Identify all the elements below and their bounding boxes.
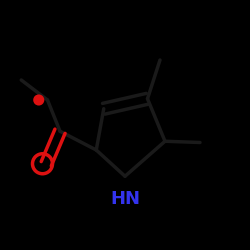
Text: HN: HN [110,190,140,208]
Circle shape [34,96,43,104]
